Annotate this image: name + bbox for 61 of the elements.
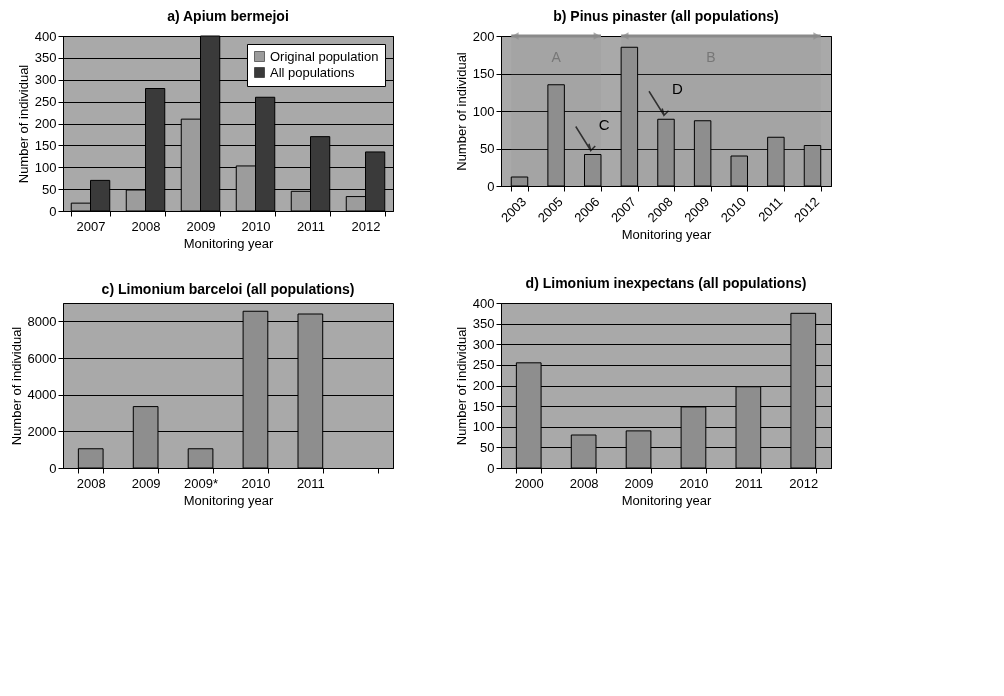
x-tick-label: 2011 — [297, 218, 325, 234]
y-tick-label: 0 — [49, 460, 57, 476]
y-tick-label: 2000 — [27, 423, 57, 439]
x-tick-label: 2012 — [351, 218, 381, 234]
x-axis-title: Monitoring year — [183, 492, 274, 508]
y-tick-label: 400 — [472, 295, 495, 311]
x-tick-label: 2011 — [734, 475, 763, 491]
y-tick-label: 250 — [472, 357, 495, 373]
x-tick-label: 2012 — [789, 475, 819, 491]
y-tick-label: 100 — [472, 419, 495, 435]
y-tick-label: 0 — [49, 203, 57, 219]
x-tick-label: 2011 — [296, 475, 325, 491]
y-tick-label: 8000 — [27, 313, 57, 329]
y-tick-label: 0 — [487, 178, 495, 194]
y-tick-label: 250 — [34, 94, 57, 110]
y-tick-label: 350 — [472, 316, 495, 332]
x-axis-title: Monitoring year — [621, 492, 712, 508]
y-tick-label: 200 — [472, 28, 495, 44]
chart-title: a) Apium bermejoi — [167, 8, 289, 24]
x-tick-label: 2008 — [76, 475, 106, 491]
annotation: C — [598, 115, 610, 133]
y-tick-label: 150 — [472, 398, 495, 414]
y-axis-title: Number of individual — [15, 64, 31, 184]
x-tick-label: 2000 — [514, 475, 544, 491]
y-tick-label: 300 — [472, 336, 495, 352]
legend-label: All populations — [270, 64, 356, 80]
x-axis-title: Monitoring year — [621, 227, 712, 243]
y-tick-label: 400 — [34, 28, 57, 44]
y-tick-label: 100 — [472, 103, 495, 119]
y-tick-label: 50 — [480, 439, 495, 455]
x-tick-label: 2010 — [679, 475, 709, 491]
chart-title: d) Limonium inexpectans (all populations) — [525, 275, 807, 291]
y-tick-label: 50 — [480, 141, 495, 156]
x-tick-label: 2009 — [624, 475, 654, 491]
y-tick-label: 4000 — [27, 387, 57, 403]
x-tick-label: 2010 — [241, 475, 271, 491]
y-tick-label: 200 — [34, 116, 57, 131]
y-axis-title: Number of individual — [8, 326, 24, 446]
y-tick-label: 0 — [487, 460, 495, 476]
x-tick-label: 2007 — [76, 218, 106, 234]
y-tick-label: 50 — [42, 181, 57, 197]
y-tick-label: 350 — [34, 50, 57, 66]
y-tick-label: 200 — [472, 378, 495, 393]
chart-title: b) Pinus pinaster (all populations) — [553, 8, 779, 24]
x-axis-title: Monitoring year — [183, 235, 274, 251]
legend-label: Original population — [270, 48, 379, 64]
x-tick-label: 2009 — [131, 475, 161, 491]
y-axis-title: Number of individual — [453, 52, 469, 171]
x-tick-label: 2008 — [131, 218, 161, 234]
x-tick-label: 2010 — [241, 218, 271, 234]
chart-title: c) Limonium barceloi (all populations) — [101, 281, 355, 297]
y-tick-label: 300 — [34, 72, 57, 88]
x-tick-label: 2009* — [184, 475, 219, 491]
x-tick-label: 2009 — [186, 218, 216, 234]
y-tick-label: 150 — [472, 66, 495, 81]
x-tick-label: 2008 — [569, 475, 599, 491]
y-tick-label: 150 — [34, 137, 57, 153]
y-tick-label: 100 — [34, 159, 57, 175]
annotation: D — [672, 80, 683, 98]
y-axis-title: Number of individual — [453, 326, 469, 446]
y-tick-label: 6000 — [27, 350, 57, 366]
